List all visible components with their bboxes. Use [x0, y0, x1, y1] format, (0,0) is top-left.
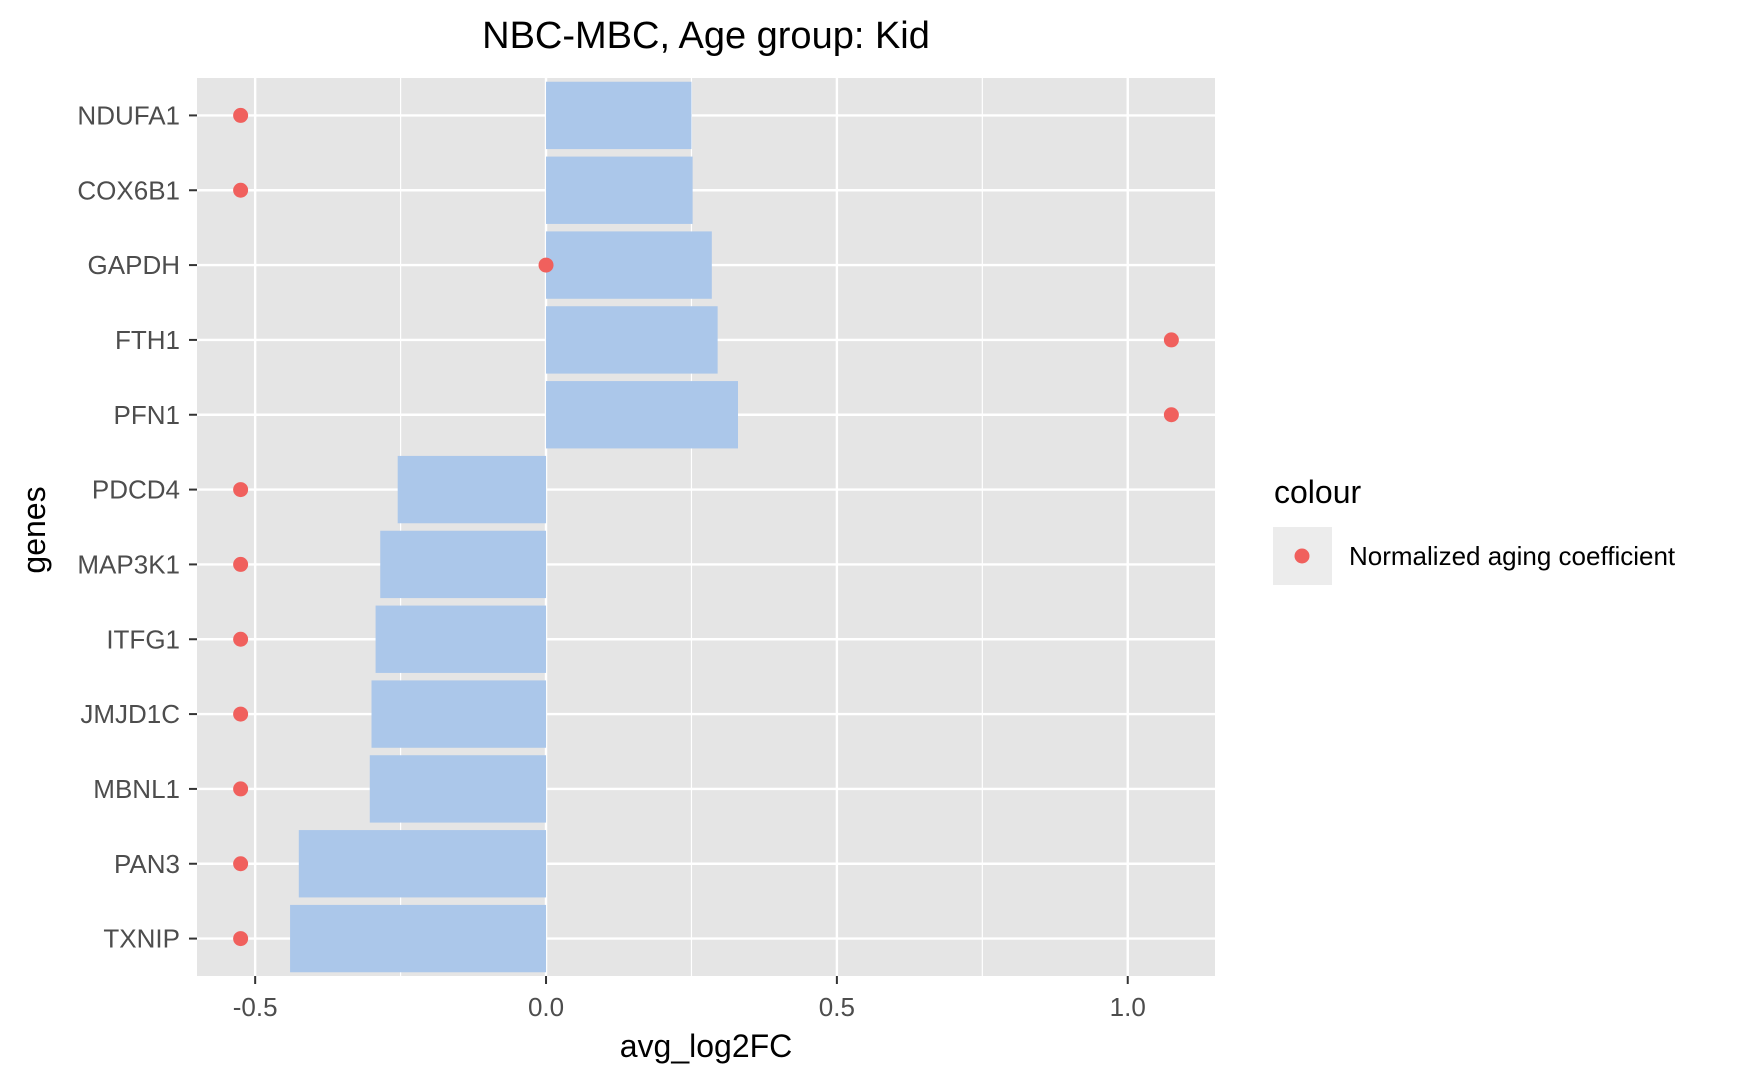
- plot-panel: [197, 78, 1215, 976]
- y-axis-title: genes: [16, 486, 52, 573]
- x-axis-title: avg_log2FC: [620, 1028, 793, 1064]
- panel-background: [197, 78, 1215, 976]
- bar-map3k1: [380, 530, 547, 599]
- point-pan3: [233, 856, 249, 872]
- y-tick-label: ITFG1: [106, 624, 180, 654]
- bar-pdcd4: [397, 455, 547, 524]
- point-jmjd1c: [233, 706, 249, 722]
- y-tick-label: NDUFA1: [77, 100, 180, 130]
- legend-title: colour: [1274, 474, 1362, 510]
- y-tick-label: TXNIP: [103, 924, 180, 954]
- bar-txnip: [290, 904, 547, 973]
- y-tick-label: MBNL1: [93, 774, 180, 804]
- bar-gapdh: [546, 231, 712, 299]
- point-map3k1: [233, 556, 249, 572]
- point-pfn1: [1163, 407, 1179, 423]
- y-tick-label: COX6B1: [77, 175, 180, 205]
- bar-pfn1: [546, 381, 738, 449]
- x-tick-label: -0.5: [233, 992, 278, 1022]
- bar-jmjd1c: [371, 680, 547, 748]
- point-txnip: [233, 931, 249, 947]
- y-tick-label: PDCD4: [92, 475, 180, 505]
- point-fth1: [1163, 332, 1179, 348]
- legend: colour Normalized aging coefficient: [1273, 474, 1676, 585]
- point-pdcd4: [233, 482, 249, 498]
- bar-pan3: [298, 830, 547, 898]
- point-gapdh: [538, 257, 554, 273]
- legend-entry-label: Normalized aging coefficient: [1349, 541, 1676, 571]
- y-tick-label: FTH1: [115, 325, 180, 355]
- y-tick-label: MAP3K1: [77, 549, 180, 579]
- bar-mbnl1: [369, 755, 547, 823]
- point-cox6b1: [233, 182, 249, 198]
- y-tick-label: PFN1: [114, 400, 180, 430]
- axes: NDUFA1 COX6B1 GAPDH FTH1 PFN1 PDCD4 MAP3K1 ITFG…: [77, 100, 1145, 1022]
- x-tick-label: 0.0: [528, 992, 564, 1022]
- bar-cox6b1: [546, 156, 693, 224]
- legend-key-point: [1294, 548, 1310, 564]
- y-tick-label: JMJD1C: [80, 699, 180, 729]
- bar-ndufa1: [546, 81, 692, 150]
- x-tick-label: 0.5: [819, 992, 855, 1022]
- x-tick-label: 1.0: [1110, 992, 1146, 1022]
- bar-itfg1: [375, 605, 547, 673]
- point-ndufa1: [233, 107, 249, 123]
- y-tick-label: PAN3: [114, 849, 180, 879]
- bar-fth1: [546, 306, 718, 374]
- point-mbnl1: [233, 781, 249, 797]
- y-tick-label: GAPDH: [88, 250, 180, 280]
- chart-title: NBC-MBC, Age group: Kid: [482, 15, 930, 57]
- point-itfg1: [233, 631, 249, 647]
